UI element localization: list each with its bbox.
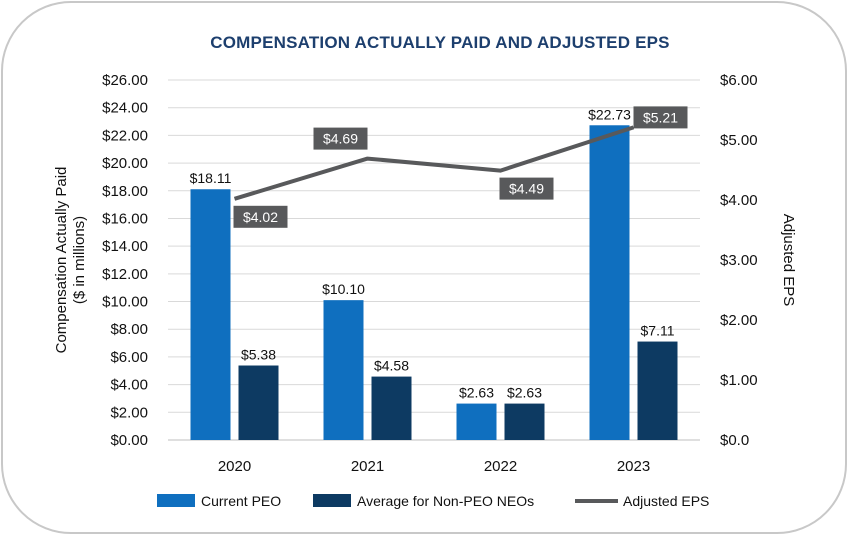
bar-value-label: $18.11 <box>190 170 232 186</box>
right-tick-label: $5.00 <box>720 132 758 149</box>
bar <box>504 403 545 440</box>
left-tick-label: $10.00 <box>102 294 148 311</box>
bar-series: $18.11 $5.38 $10.10 $4.58 $2.63 $2.63 $22.73 $7… <box>190 106 678 441</box>
eps-line <box>233 125 635 201</box>
eps-label-box <box>499 177 554 200</box>
legend-swatch-current-peo <box>157 494 195 507</box>
category-label: 2022 <box>484 458 517 475</box>
left-tick-label: $2.00 <box>110 404 148 421</box>
eps-label-box <box>233 205 288 228</box>
bar <box>589 125 630 441</box>
bar <box>371 376 412 440</box>
bar <box>456 403 497 440</box>
bar-value-label: $2.63 <box>459 385 494 401</box>
legend-swatch-non-peo-neos <box>313 494 351 507</box>
eps-value-label: $4.49 <box>509 181 544 197</box>
line-series: $4.02 $4.69 $4.49 $5.21 <box>233 106 688 228</box>
left-tick-label: $18.00 <box>102 183 148 200</box>
left-axis-title-line1: Compensation Actually Paid <box>53 167 70 354</box>
left-tick-label: $22.00 <box>102 127 148 144</box>
right-tick-label: $4.00 <box>720 192 758 209</box>
eps-value-label: $4.02 <box>243 209 278 225</box>
right-axis-ticks: $0.0 $1.00 $2.00 $3.00 $4.00 $5.00 $6.00 <box>720 72 758 449</box>
right-tick-label: $3.00 <box>720 252 758 269</box>
legend: Current PEO Average for Non-PEO NEOs Adj… <box>157 493 709 509</box>
category-label: 2021 <box>351 458 384 475</box>
eps-value-label: $5.21 <box>643 109 678 125</box>
right-axis-title: Adjusted EPS <box>780 214 797 307</box>
bar-value-label: $2.63 <box>507 385 542 401</box>
left-tick-label: $6.00 <box>110 349 148 366</box>
legend-label-non-peo-neos: Average for Non-PEO NEOs <box>357 493 534 509</box>
bar-value-label: $10.10 <box>322 281 365 297</box>
legend-label-adjusted-eps: Adjusted EPS <box>623 493 709 509</box>
right-tick-label: $2.00 <box>720 312 758 329</box>
category-label: 2023 <box>617 458 650 475</box>
left-axis-ticks: $0.00 $2.00 $4.00 $6.00 $8.00 $10.00 $12.00 $14… <box>102 72 148 449</box>
bar-value-label: $22.73 <box>588 106 631 122</box>
legend-label-current-peo: Current PEO <box>201 493 281 509</box>
bar <box>238 365 279 440</box>
category-label: 2020 <box>218 458 251 475</box>
left-tick-label: $14.00 <box>102 238 148 255</box>
bar-value-label: $4.58 <box>374 358 409 374</box>
category-labels: 2020 2021 2022 2023 <box>218 458 650 475</box>
chart-title: COMPENSATION ACTUALLY PAID AND ADJUSTED … <box>210 33 669 52</box>
bar <box>637 341 678 440</box>
left-tick-label: $26.00 <box>102 72 148 89</box>
left-tick-label: $12.00 <box>102 266 148 283</box>
left-tick-label: $0.00 <box>110 432 148 449</box>
left-tick-label: $24.00 <box>102 100 148 117</box>
left-tick-label: $16.00 <box>102 210 148 227</box>
left-axis-title-line2: ($ in millions) <box>71 216 88 304</box>
eps-value-label: $4.69 <box>323 131 358 147</box>
eps-label-box <box>633 106 688 129</box>
left-tick-label: $4.00 <box>110 377 148 394</box>
right-tick-label: $1.00 <box>720 372 758 389</box>
eps-label-box <box>313 127 368 150</box>
bar-value-label: $7.11 <box>641 323 675 339</box>
right-tick-label: $6.00 <box>720 72 758 89</box>
left-tick-label: $20.00 <box>102 155 148 172</box>
bar-value-label: $5.38 <box>241 347 276 363</box>
right-tick-label: $0.0 <box>720 432 749 449</box>
left-tick-label: $8.00 <box>110 321 148 338</box>
bar <box>190 189 231 440</box>
bar <box>323 300 364 440</box>
